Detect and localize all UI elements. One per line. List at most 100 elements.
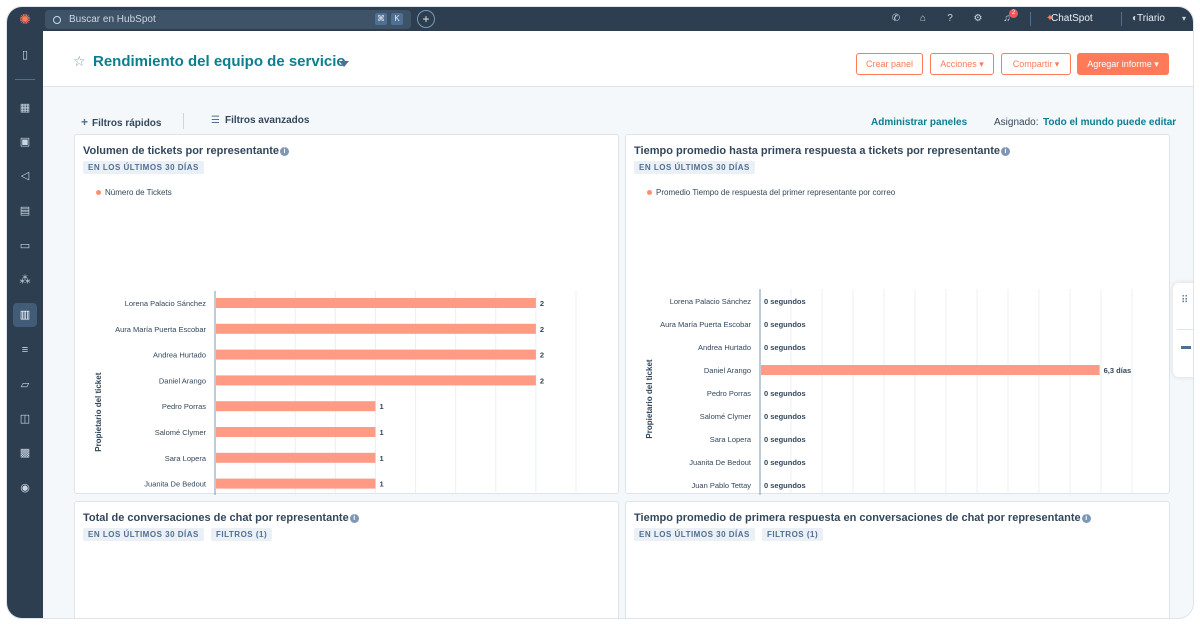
category-label: Juanita De Bedout [689, 458, 752, 467]
category-label: Salomé Clymer [155, 428, 207, 437]
top-bar: ✺ Buscar en HubSpot ⌘ K + ✆ ⌂ ? ⚙ ♫ 2 ✦ … [7, 7, 1193, 31]
quick-filters-label: Filtros rápidos [92, 118, 162, 129]
notifications-bell-icon[interactable]: ♫ [1003, 13, 1011, 24]
topbar-divider [1121, 12, 1122, 26]
content-icon[interactable]: ▤ [19, 205, 31, 217]
info-icon[interactable]: i [280, 146, 290, 156]
chevron-down-icon[interactable]: ▾ [1181, 14, 1186, 23]
report-card-chat-conversations[interactable]: Total de conversaciones de chat por repr… [74, 501, 619, 618]
data-label: 0 segundos [764, 320, 806, 329]
marketing-megaphone-icon[interactable]: ◁ [20, 170, 30, 182]
data-label: 2 [540, 351, 544, 360]
category-label: Sara Lopera [165, 454, 207, 463]
date-range-tag[interactable]: EN LOS ÚLTIMOS 30 DÍAS [634, 161, 755, 174]
data-label: 2 [540, 376, 544, 385]
widget-divider [1177, 329, 1193, 330]
data-label: 1 [379, 480, 383, 489]
app-frame: ✺ Buscar en HubSpot ⌘ K + ✆ ⌂ ? ⚙ ♫ 2 ✦ … [6, 6, 1194, 619]
legend-swatch [96, 190, 101, 196]
page-title[interactable]: Rendimiento del equipo de servicio [93, 53, 346, 70]
actions-button[interactable]: Acciones ▾ [930, 53, 994, 75]
category-label: Andrea Hurtado [153, 351, 206, 360]
category-label: Pedro Porras [707, 389, 751, 398]
create-plus-button[interactable]: + [417, 10, 435, 28]
sidebar-divider [15, 79, 35, 80]
manage-panels-link[interactable]: Administrar paneles [871, 117, 968, 128]
category-label: Lorena Palacio Sánchez [125, 299, 207, 308]
category-label: Lorena Palacio Sánchez [670, 297, 752, 306]
card-title: Volumen de tickets por representante i [83, 145, 290, 157]
data-label: 1 [379, 402, 383, 411]
data-label: 6,3 días [1104, 366, 1132, 375]
first-response-time-chart: Lorena Palacio Sánchez 0 segundos Aura Mar… [645, 289, 1133, 495]
date-range-tag[interactable]: EN LOS ÚLTIMOS 30 DÍAS [83, 528, 204, 541]
ticket-volume-chart: Lorena Palacio Sánchez 2 Aura María Puerta… [94, 291, 577, 495]
date-range-tag[interactable]: EN LOS ÚLTIMOS 30 DÍAS [83, 161, 204, 174]
filters-divider [183, 113, 184, 129]
filters-count-tag[interactable]: FILTROS (1) [762, 528, 824, 541]
data-label: 2 [540, 325, 544, 334]
add-report-button[interactable]: Agregar informe ▾ [1077, 53, 1169, 75]
account-avatar-icon[interactable]: ◐ [1131, 13, 1139, 24]
dashboard-chevron-down-icon[interactable] [339, 61, 349, 67]
sliders-icon: ☰ [211, 115, 220, 126]
bar [216, 323, 536, 334]
library-folder-icon[interactable]: ▱ [20, 379, 30, 391]
hubspot-logo-icon[interactable]: ✺ [19, 10, 31, 27]
filters-count-tag[interactable]: FILTROS (1) [211, 528, 273, 541]
settings-gear-icon[interactable]: ⚙ [973, 13, 983, 24]
marketplace-icon[interactable]: ⌂ [919, 13, 927, 24]
search-icon [53, 15, 61, 24]
category-label: Juan Pablo Tettay [692, 481, 752, 490]
chat-bubble-icon[interactable]: ▬ [1181, 341, 1191, 352]
chart-legend: Número de Tickets [96, 188, 172, 197]
quick-filters-button[interactable]: + Filtros rápidos [81, 115, 161, 129]
app-marketplace-icon[interactable]: ◉ [20, 482, 30, 494]
card-title-text: Tiempo promedio de primera respuesta en … [634, 512, 1081, 524]
date-range-tag[interactable]: EN LOS ÚLTIMOS 30 DÍAS [634, 528, 755, 541]
create-panel-button[interactable]: Crear panel [856, 53, 923, 75]
workspaces-icon[interactable]: ▦ [19, 102, 31, 114]
data-label: 1 [379, 428, 383, 437]
data-label: 0 segundos [764, 389, 806, 398]
report-card-first-response-time[interactable]: Tiempo promedio hasta primera respuesta … [625, 134, 1170, 495]
favorite-star-icon[interactable]: ☆ [73, 53, 86, 69]
bar [216, 298, 536, 308]
info-icon[interactable]: i [1081, 513, 1091, 523]
chart-legend: Promedio Tiempo de respuesta del primer … [647, 188, 895, 197]
notification-badge: 2 [1009, 9, 1018, 18]
phone-icon[interactable]: ✆ [891, 13, 901, 24]
commerce-icon[interactable]: ▩ [19, 447, 31, 459]
info-icon[interactable]: i [349, 513, 359, 523]
data-label: 1 [379, 454, 383, 463]
development-icon[interactable]: ◫ [19, 413, 31, 425]
share-button[interactable]: Compartir ▾ [1001, 53, 1071, 75]
assigned-label: Asignado: [994, 117, 1039, 128]
report-card-chat-first-response[interactable]: Tiempo promedio de primera respuesta en … [625, 501, 1170, 618]
legend-swatch [647, 190, 652, 196]
data-label: 0 segundos [764, 481, 806, 490]
legend-label: Número de Tickets [105, 188, 172, 197]
data-label: 0 segundos [764, 343, 806, 352]
account-menu[interactable]: Triario [1137, 13, 1165, 24]
category-label: Sara Lopera [710, 435, 752, 444]
automation-icon[interactable]: ⁂ [19, 274, 31, 286]
bookmarks-icon[interactable]: ▯ [21, 49, 29, 61]
data-label: 2 [540, 299, 544, 308]
search-input[interactable]: Buscar en HubSpot ⌘ K [45, 10, 411, 29]
left-sidebar: ▯ ▦ ▣ ◁ ▤ ▭ ⁂ ▥ ≡ ▱ ◫ ▩ ◉ [7, 31, 43, 618]
data-management-icon[interactable]: ≡ [21, 344, 29, 356]
info-icon[interactable]: i [1000, 146, 1010, 156]
y-axis-title: Propietario del ticket [94, 372, 103, 451]
chatspot-link[interactable]: ChatSpot [1051, 13, 1093, 24]
reporting-icon[interactable]: ▥ [13, 303, 37, 327]
report-card-ticket-volume[interactable]: Volumen de tickets por representante i EN… [74, 134, 619, 495]
sales-icon[interactable]: ▭ [19, 240, 31, 252]
contacts-icon[interactable]: ▣ [19, 136, 31, 148]
assigned-permission-link[interactable]: Todo el mundo puede editar [1043, 117, 1177, 128]
right-side-widget: ⠿ ▬ [1173, 283, 1193, 377]
topbar-divider [1030, 12, 1031, 26]
advanced-filters-button[interactable]: ☰ Filtros avanzados [211, 115, 309, 126]
help-icon[interactable]: ? [947, 13, 953, 24]
apps-grid-icon[interactable]: ⠿ [1181, 295, 1189, 306]
